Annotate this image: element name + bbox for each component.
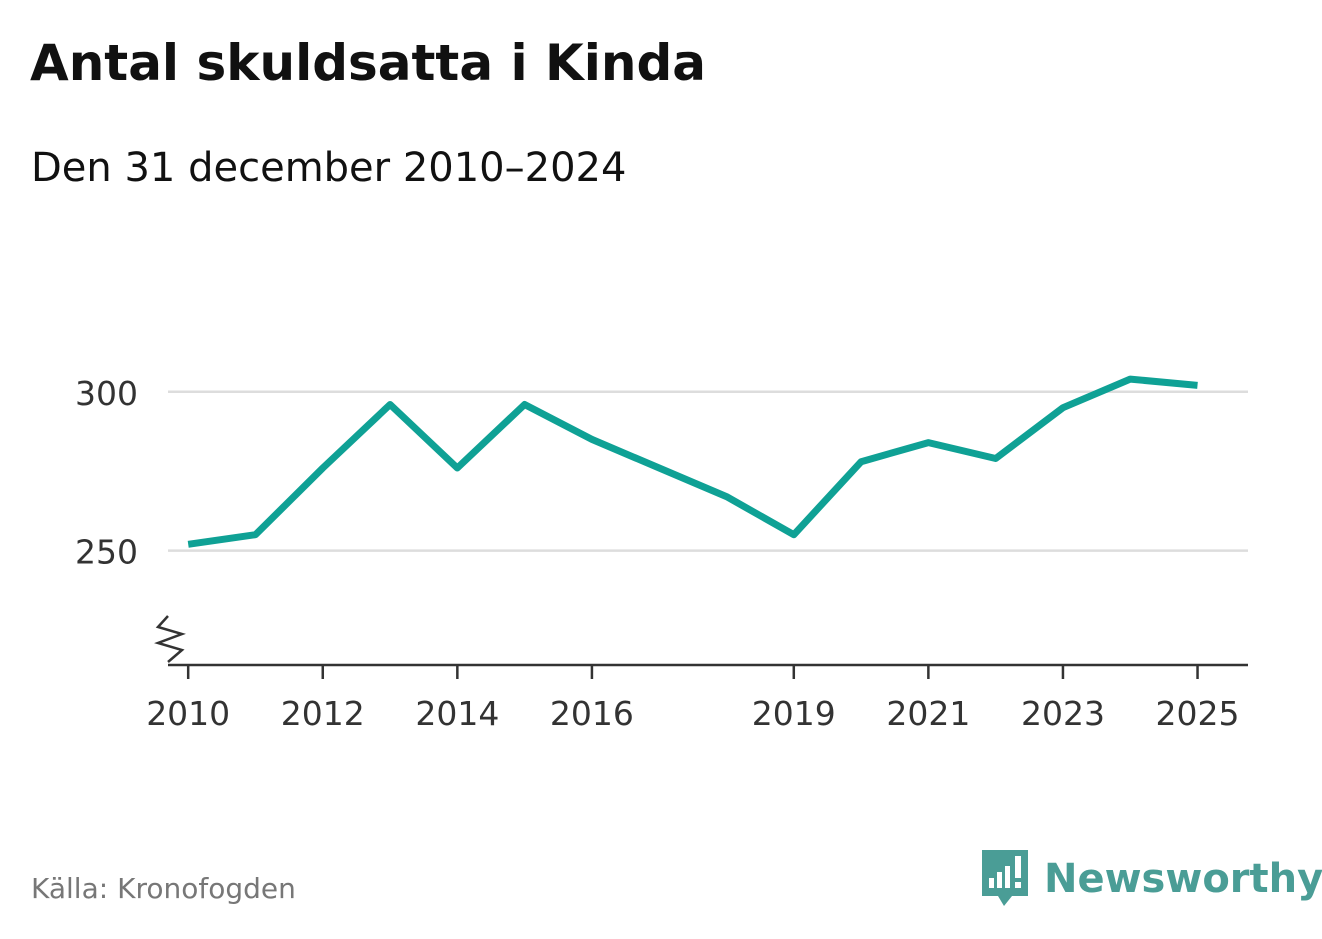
x-tick-label-2019: 2019: [752, 694, 836, 733]
grid-lines: [168, 390, 1248, 552]
x-tick-label-2012: 2012: [281, 694, 365, 733]
chart-subtitle: Den 31 december 2010–2024: [31, 145, 627, 191]
y-tick-labels: 250 300: [75, 374, 138, 572]
axis-break-symbol: [154, 615, 186, 663]
x-tick-label-2010: 2010: [146, 694, 230, 733]
x-tick-label-2025: 2025: [1156, 694, 1240, 733]
x-tick-label-2014: 2014: [415, 694, 499, 733]
x-ticks: 2010 2012 2014 2016 2019 2021 2023 2025: [146, 665, 1240, 733]
y-tick-label-300: 300: [75, 374, 138, 413]
brand-logo: Newsworthy: [980, 848, 1322, 910]
chart-title: Antal skuldsatta i Kinda: [30, 34, 707, 92]
x-tick-label-2023: 2023: [1021, 694, 1105, 733]
y-tick-label-250: 250: [75, 533, 138, 572]
x-tick-label-2016: 2016: [550, 694, 634, 733]
brand-name: Newsworthy: [1044, 856, 1322, 902]
newsworthy-icon: [982, 850, 1028, 906]
x-tick-label-2021: 2021: [886, 694, 970, 733]
source-label: Källa: Kronofogden: [31, 872, 296, 905]
series-line: [187, 375, 1198, 548]
line-chart: 250 300 2010 2012 2014 2016 2019 2021 2023 2025: [75, 374, 1248, 733]
